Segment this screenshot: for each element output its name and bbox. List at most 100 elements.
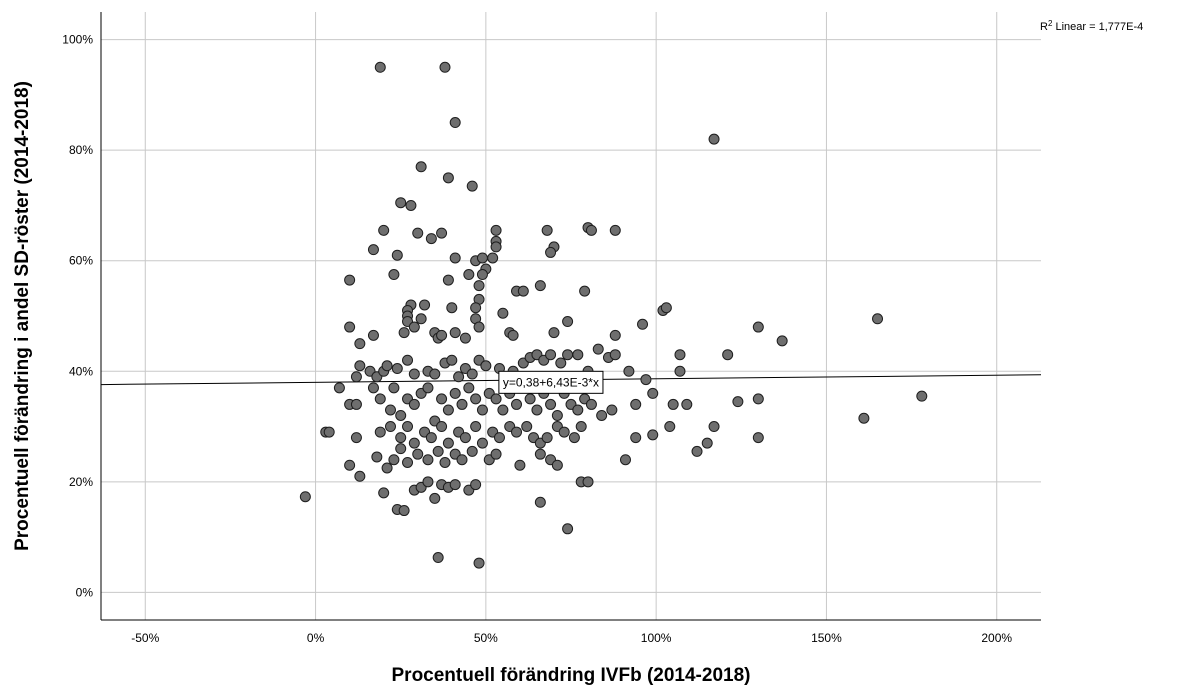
- data-point: [493, 432, 505, 444]
- data-point: [412, 448, 424, 460]
- data-point: [398, 505, 410, 517]
- x-tick-label: 100%: [641, 631, 672, 645]
- data-point: [470, 479, 482, 491]
- data-point: [476, 437, 488, 449]
- data-point: [408, 398, 420, 410]
- data-point: [384, 404, 396, 416]
- data-point: [381, 462, 393, 474]
- data-point: [524, 393, 536, 405]
- data-point: [398, 327, 410, 339]
- data-point: [511, 426, 523, 438]
- r-squared-sup: 2: [1048, 19, 1053, 28]
- data-point: [548, 327, 560, 339]
- data-point: [436, 329, 448, 341]
- data-point: [609, 349, 621, 361]
- fit-label-box: y=0,38+6,43E-3*x: [498, 370, 604, 394]
- x-axis-title: Procentuell förändring IVFb (2014-2018): [392, 665, 751, 686]
- data-point: [432, 552, 444, 564]
- data-point: [442, 172, 454, 184]
- data-point: [541, 224, 553, 236]
- data-point: [531, 404, 543, 416]
- data-point: [630, 398, 642, 410]
- data-point: [436, 421, 448, 433]
- data-point: [442, 274, 454, 286]
- data-point: [408, 368, 420, 380]
- data-point: [333, 382, 345, 394]
- data-point: [752, 393, 764, 405]
- data-point: [545, 398, 557, 410]
- data-point: [456, 398, 468, 410]
- data-point: [449, 479, 461, 491]
- y-tick-label: 80%: [69, 143, 93, 157]
- data-point: [647, 429, 659, 441]
- data-point: [408, 321, 420, 333]
- data-point: [449, 387, 461, 399]
- data-point: [473, 280, 485, 292]
- data-point: [572, 404, 584, 416]
- data-point: [701, 437, 713, 449]
- data-point: [395, 409, 407, 421]
- data-point: [752, 432, 764, 444]
- data-point: [497, 404, 509, 416]
- data-point: [299, 491, 311, 503]
- data-point: [323, 426, 335, 438]
- data-point: [534, 448, 546, 460]
- data-point: [514, 459, 526, 471]
- data-point: [476, 269, 488, 281]
- data-point: [667, 398, 679, 410]
- data-point: [490, 393, 502, 405]
- data-point: [630, 432, 642, 444]
- y-axis-title: Procentuell förändring i andel SD-röster…: [12, 81, 33, 551]
- x-tick-label: 0%: [307, 631, 325, 645]
- data-point: [708, 421, 720, 433]
- data-point: [378, 224, 390, 236]
- data-point: [442, 404, 454, 416]
- data-point: [534, 280, 546, 292]
- data-points: [299, 61, 928, 569]
- data-point: [551, 409, 563, 421]
- data-point: [558, 426, 570, 438]
- data-point: [582, 476, 594, 488]
- data-point: [449, 117, 461, 129]
- data-point: [408, 437, 420, 449]
- data-point: [562, 523, 574, 535]
- data-point: [572, 349, 584, 361]
- data-point: [344, 459, 356, 471]
- data-point: [371, 451, 383, 463]
- data-point: [776, 335, 788, 347]
- data-point: [449, 252, 461, 264]
- data-point: [367, 329, 379, 341]
- data-point: [732, 396, 744, 408]
- data-point: [609, 329, 621, 341]
- data-point: [395, 432, 407, 444]
- data-point: [463, 382, 475, 394]
- data-point: [446, 302, 458, 314]
- data-point: [507, 329, 519, 341]
- data-point: [487, 252, 499, 264]
- data-point: [691, 445, 703, 457]
- x-tick-label: 200%: [981, 631, 1012, 645]
- data-point: [858, 412, 870, 424]
- data-point: [395, 197, 407, 209]
- y-tick-label: 40%: [69, 364, 93, 378]
- data-point: [422, 454, 434, 466]
- data-point: [381, 360, 393, 372]
- data-point: [681, 398, 693, 410]
- data-point: [354, 338, 366, 350]
- data-point: [463, 269, 475, 281]
- data-point: [378, 487, 390, 499]
- axes: [100, 12, 1041, 621]
- data-point: [466, 180, 478, 192]
- data-point: [459, 432, 471, 444]
- data-point: [545, 246, 557, 258]
- data-point: [490, 241, 502, 253]
- data-point: [562, 349, 574, 361]
- data-point: [490, 224, 502, 236]
- data-point: [872, 313, 884, 325]
- y-tick-label: 20%: [69, 475, 93, 489]
- data-point: [534, 496, 546, 508]
- data-point: [916, 390, 928, 402]
- y-tick-label: 0%: [76, 585, 94, 599]
- data-point: [402, 456, 414, 468]
